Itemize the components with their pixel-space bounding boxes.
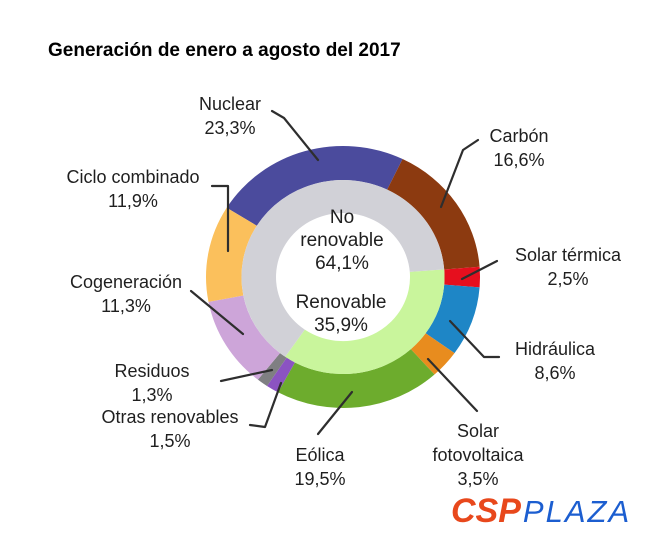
- logo-csp-text: CSP: [451, 492, 521, 530]
- label-ciclo-combinado-name: Ciclo combinado: [66, 167, 200, 187]
- segment-carbon: [387, 159, 480, 270]
- label-otras-renovables-value: 1,5%: [149, 431, 191, 451]
- label-cogeneracion: Cogeneración 11,3%: [70, 270, 182, 318]
- leader-line-eolica: [316, 390, 354, 436]
- leader-line-solar-termica: [460, 259, 499, 281]
- center-no-renovable-value: 64,1%: [315, 253, 369, 274]
- segment-no-renovable: [241, 179, 445, 357]
- chart-title: Generación de enero a agosto del 2017: [48, 40, 401, 61]
- leader-line-ciclo-combinado: [210, 184, 230, 253]
- leader-line-carbon: [439, 138, 480, 209]
- label-carbon-name: Carbón: [489, 126, 549, 146]
- label-otras-renovables: Otras renovables 1,5%: [101, 405, 238, 453]
- label-otras-renovables-name: Otras renovables: [101, 407, 239, 427]
- center-renovable-value: 35,9%: [314, 315, 368, 336]
- label-eolica: Eólica 19,5%: [294, 443, 345, 491]
- segment-eolica: [278, 349, 435, 408]
- leader-line-cogeneracion: [189, 289, 245, 336]
- logo-plaza-text: PLAZA: [522, 494, 632, 529]
- label-nuclear-name: Nuclear: [198, 94, 262, 114]
- csp-plaza-logo: CSPPLAZA: [451, 492, 631, 531]
- label-hidraulica: Hidráulica 8,6%: [515, 337, 595, 385]
- label-solar-termica-name: Solar térmica: [514, 245, 622, 265]
- label-solar-fotovoltaica-value: 3,5%: [457, 469, 499, 489]
- leader-line-residuos: [219, 368, 274, 383]
- label-residuos-value: 1,3%: [131, 385, 173, 405]
- label-cogeneracion-value: 11,3%: [101, 296, 151, 316]
- leader-line-solar-fotovoltaica: [426, 357, 479, 413]
- label-ciclo-combinado: Ciclo combinado 11,9%: [66, 165, 199, 213]
- donut-rings: [206, 145, 481, 408]
- segment-nuclear: [226, 145, 403, 226]
- segment-renovable: [285, 269, 445, 375]
- label-cogeneracion-name: Cogeneración: [69, 272, 183, 292]
- center-label-no-renovable: No renovable 64,1%: [292, 206, 392, 275]
- segment-otras-renovables: [267, 357, 295, 393]
- leader-line-hidraulica: [448, 319, 501, 359]
- label-ciclo-combinado-value: 11,9%: [108, 191, 158, 211]
- segment-cogeneracion: [208, 295, 280, 380]
- segment-solar-fotovoltaica: [410, 333, 455, 375]
- label-hidraulica-value: 8,6%: [534, 363, 576, 383]
- label-nuclear: Nuclear 23,3%: [199, 92, 261, 140]
- center-renovable-name: Renovable: [295, 292, 387, 313]
- label-solar-termica: Solar térmica 2,5%: [515, 243, 621, 291]
- leader-line-nuclear: [270, 109, 320, 162]
- label-residuos-name: Residuos: [114, 361, 190, 381]
- label-eolica-value: 19,5%: [294, 469, 346, 489]
- center-label-renovable: Renovable 35,9%: [296, 291, 387, 337]
- leader-line-otras-renovables: [248, 381, 283, 429]
- label-carbon: Carbón 16,6%: [489, 124, 548, 172]
- label-solar-termica-value: 2,5%: [547, 269, 589, 289]
- label-hidraulica-name: Hidráulica: [514, 339, 596, 359]
- segment-hidraulica: [425, 284, 480, 354]
- center-no-renovable-name: No renovable: [300, 207, 384, 251]
- label-nuclear-value: 23,3%: [204, 118, 256, 138]
- leader-lines: [189, 109, 501, 436]
- segment-solar-termica: [444, 266, 481, 288]
- label-solar-fotovoltaica-name: Solar fotovoltaica: [432, 421, 524, 465]
- label-solar-fotovoltaica: Solar fotovoltaica 3,5%: [412, 419, 544, 491]
- label-residuos: Residuos 1,3%: [114, 359, 189, 407]
- segment-ciclo-combinado: [206, 207, 257, 302]
- label-carbon-value: 16,6%: [493, 150, 545, 170]
- label-eolica-name: Eólica: [295, 445, 345, 465]
